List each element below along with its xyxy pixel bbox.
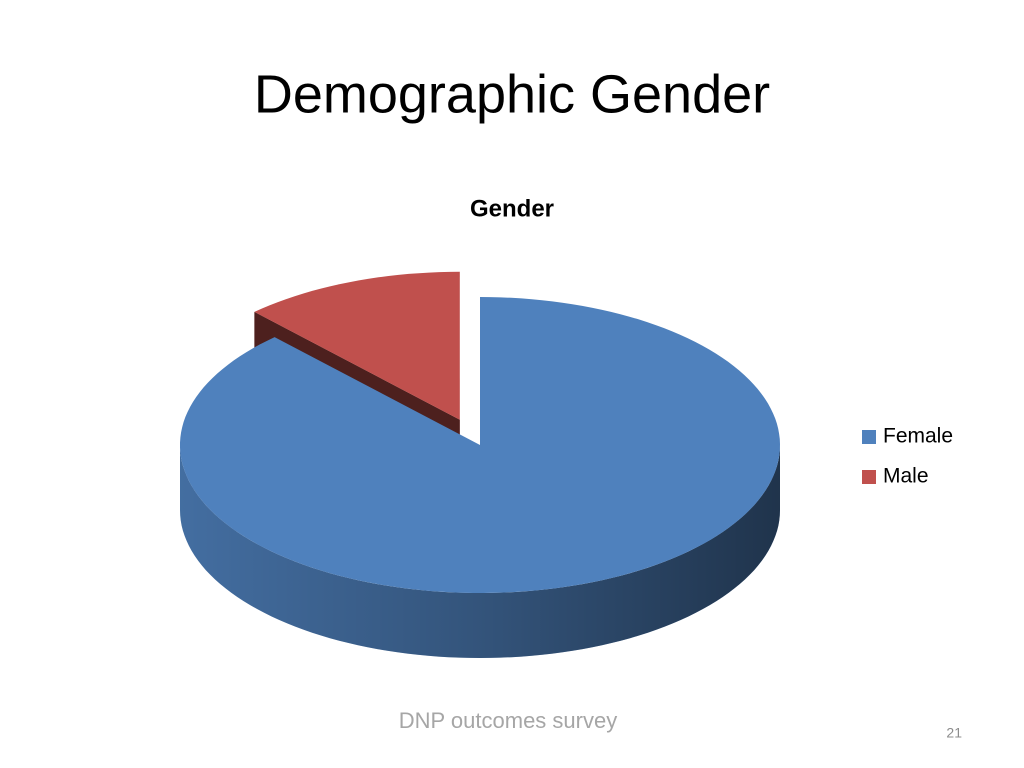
legend-swatch bbox=[862, 470, 876, 484]
legend-label: Male bbox=[883, 465, 929, 488]
pie bbox=[180, 271, 780, 658]
slide-title: Demographic Gender bbox=[254, 64, 770, 124]
slice bbox=[180, 297, 780, 593]
chart-title: Gender bbox=[470, 195, 554, 222]
legend-swatch bbox=[862, 430, 876, 444]
legend-label: Female bbox=[883, 425, 953, 448]
footer: DNP outcomes survey bbox=[399, 708, 617, 733]
slice-side-shade bbox=[180, 445, 780, 658]
legend: Female Male bbox=[862, 425, 953, 488]
page-number: 21 bbox=[946, 725, 962, 741]
slice bbox=[254, 271, 460, 420]
